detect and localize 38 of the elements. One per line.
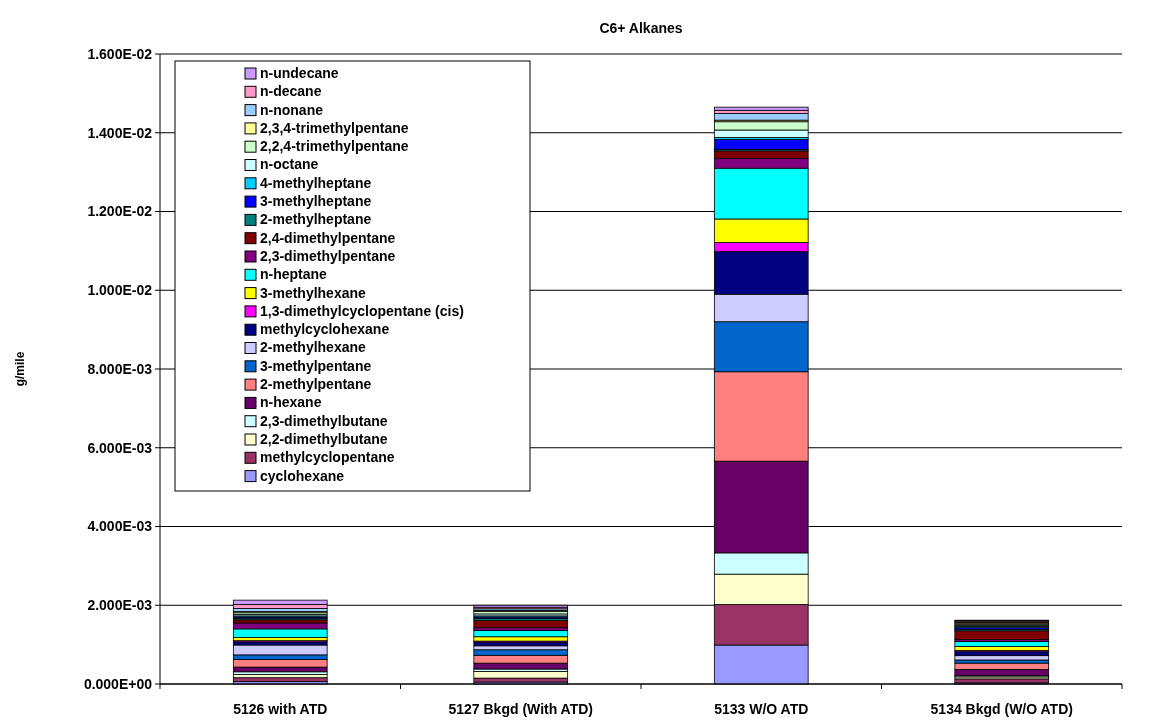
y-tick-label: 1.000E-02 bbox=[87, 282, 153, 299]
legend-label: 3-methylheptane bbox=[260, 193, 372, 209]
legend-label: n-hexane bbox=[260, 394, 322, 411]
y-tick-label: 4.000E-03 bbox=[87, 518, 153, 535]
legend-label: n-decane bbox=[260, 83, 322, 100]
legend-label: n-undecane bbox=[260, 64, 339, 81]
y-tick-label: 6.000E-03 bbox=[87, 439, 153, 456]
y-tick-label: 1.200E-02 bbox=[87, 203, 153, 220]
legend-label: 3-methylhexane bbox=[260, 284, 367, 301]
legend-label: 1,3-dimethylcyclopentane (cis) bbox=[260, 302, 464, 319]
x-tick-label: 5134 Bkgd (W/O ATD) bbox=[930, 701, 1073, 717]
x-tick-label: 5133 W/O ATD bbox=[714, 701, 809, 717]
y-tick-label: 1.600E-02 bbox=[87, 45, 153, 62]
legend-label: methylcyclohexane bbox=[260, 321, 390, 338]
x-tick-label: 5127 Bkgd (With ATD) bbox=[448, 701, 594, 717]
legend-label: n-heptane bbox=[260, 266, 328, 283]
legend-label: n-nonane bbox=[260, 101, 324, 118]
legend-label: 2,2-dimethylbutane bbox=[260, 430, 388, 447]
y-axis-title: g/mile bbox=[13, 351, 27, 387]
y-tick-label: 2.000E-03 bbox=[87, 597, 153, 614]
x-tick-label: 5126 with ATD bbox=[233, 701, 328, 717]
legend-label: 2,4-dimethylpentane bbox=[260, 229, 396, 246]
legend-label: 2-methylhexane bbox=[260, 339, 367, 356]
legend-label: 2,3-dimethylpentane bbox=[260, 247, 396, 264]
y-tick-label: 8.000E-03 bbox=[87, 360, 153, 377]
y-tick-label: 0.000E+00 bbox=[83, 675, 153, 692]
legend-label: 2-methylpentane bbox=[260, 376, 372, 392]
legend-label: 4-methylheptane bbox=[260, 174, 372, 191]
legend-label: 2,3,4-trimethylpentane bbox=[260, 119, 409, 136]
y-tick-label: 1.400E-02 bbox=[87, 124, 153, 141]
legend-label: 2-methylheptane bbox=[260, 211, 372, 228]
legend-label: methylcyclopentane bbox=[260, 449, 395, 466]
legend-label: 3-methylpentane bbox=[260, 357, 372, 374]
legend-label: 2,3-dimethylbutane bbox=[260, 412, 388, 429]
legend-label: 2,2,4-trimethylpentane bbox=[260, 138, 409, 155]
legend-label: cyclohexane bbox=[260, 467, 345, 484]
chart-title: C6+ Alkanes bbox=[599, 20, 683, 36]
legend-label: n-octane bbox=[260, 156, 319, 173]
